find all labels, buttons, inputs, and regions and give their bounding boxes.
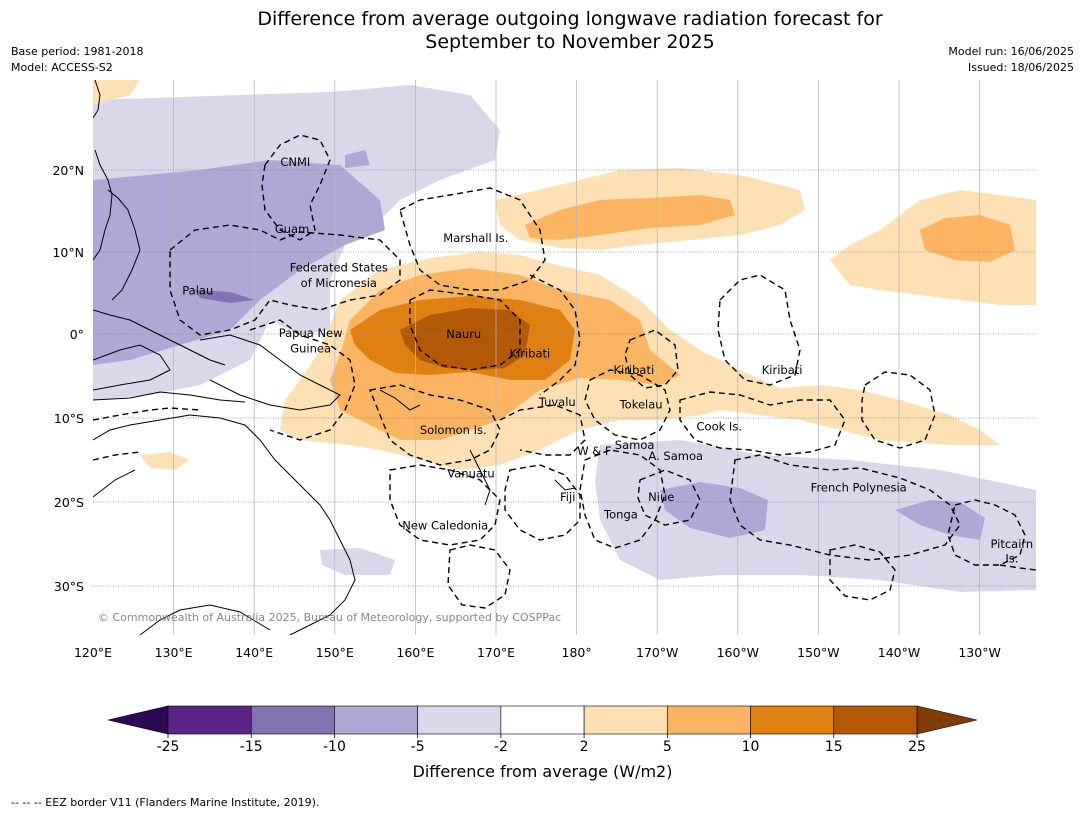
latitude-label: 0° (70, 327, 84, 342)
place-label: Kiribati (762, 363, 803, 377)
longitude-label: 170°W (636, 645, 678, 660)
place-label: Fiji (560, 490, 575, 504)
colorbar-tick-label: 2 (580, 739, 589, 755)
latitude-label: 10°S (54, 411, 84, 426)
longitude-label: 140°E (235, 645, 273, 660)
place-label: Guam (275, 222, 309, 236)
title-line-2: September to November 2025 (425, 31, 715, 53)
model-run: Model run: 16/06/2025 (948, 45, 1074, 58)
anomaly-area-neg10 (93, 160, 385, 365)
meta-left: Base period: 1981-2018 Model: ACCESS-S2 (11, 44, 143, 76)
anomaly-area-pos5-east (920, 215, 1015, 262)
chart-title: Difference from average outgoing longwav… (0, 8, 1085, 54)
colorbar-segment (667, 705, 751, 735)
anomaly-area-pos2-nw (93, 80, 140, 105)
longitude-label: 150°E (316, 645, 354, 660)
colorbar-tick-label: 15 (825, 739, 843, 755)
colorbar-segment (583, 705, 668, 735)
meta-right: Model run: 16/06/2025 Issued: 18/06/2025 (948, 44, 1074, 76)
copyright-notice: © Commonwealth of Australia 2025, Bureau… (98, 611, 561, 624)
place-label: Samoa (615, 438, 655, 452)
colorbar-tick-label: 5 (663, 739, 672, 755)
graticule (93, 80, 1036, 635)
eez-borders (93, 134, 1036, 609)
longitude-label: 160°E (396, 645, 434, 660)
place-label: Cook Is. (697, 419, 742, 433)
longitude-label: 130°E (155, 645, 193, 660)
place-label: French Polynesia (811, 481, 907, 495)
place-label: Kiribati (613, 363, 654, 377)
anomaly-area-pos2-w (140, 452, 190, 470)
colorbar-tick-label: -15 (240, 739, 263, 755)
colorbar-tick-label: 10 (742, 739, 760, 755)
colorbar-tick-label: -10 (323, 739, 346, 755)
title-line-1: Difference from average outgoing longwav… (257, 8, 883, 30)
colorbar-segment (250, 705, 335, 735)
colorbar-tick-label: -25 (157, 739, 180, 755)
longitude-labels: 120°E 130°E 140°E 150°E 160°E 170°E 180° 170°W 1… (74, 645, 1001, 660)
longitude-label: 130°W (958, 645, 1000, 660)
place-label: New Caledonia (402, 519, 488, 533)
anomaly-area-neg5-south (595, 440, 1036, 592)
base-period: Base period: 1981-2018 (11, 45, 144, 58)
colorbar-over-arrow (916, 705, 978, 735)
latitude-label: 10°N (52, 245, 84, 260)
longitude-label: 140°W (878, 645, 920, 660)
colorbar-label: Difference from average (W/m2) (412, 762, 673, 781)
place-label: Papua New (279, 326, 343, 340)
longitude-label: 180° (562, 645, 592, 660)
colorbar: -25 -15 -10 -5 -2 2 5 10 15 25 (107, 705, 978, 755)
place-label: Is. (1005, 551, 1018, 565)
anomaly-area-pos5-north (525, 195, 735, 240)
place-label: Solomon Is. (420, 423, 487, 437)
place-label: A. Samoa (648, 449, 703, 463)
place-label: Federated States (290, 261, 388, 275)
latitude-label: 20°N (52, 163, 84, 178)
anomaly-area-neg10-south (660, 482, 768, 538)
colorbar-under-arrow (107, 705, 169, 735)
eez-legend: -- -- -- EEZ border V11 (Flanders Marine… (11, 796, 320, 809)
colorbar-segment (500, 705, 585, 735)
place-label: Guinea (290, 341, 331, 355)
longitude-label: 150°W (797, 645, 839, 660)
anomaly-area-neg10-b (345, 150, 370, 168)
place-label: Marshall Is. (443, 231, 508, 245)
anomaly-area-neg10-east (895, 500, 985, 540)
colorbar-tick-label: -5 (411, 739, 425, 755)
place-label: Tuvalu (538, 395, 576, 409)
place-label: Pitcairn (990, 537, 1033, 551)
longitude-label: 160°W (717, 645, 759, 660)
place-label: Nauru (446, 327, 481, 341)
colorbar-segment (833, 705, 918, 735)
place-label: Niue (648, 490, 674, 504)
anomaly-area-pos15 (400, 308, 530, 370)
place-label: Palau (182, 284, 213, 298)
place-label: of Micronesia (301, 276, 377, 290)
issued-date: Issued: 18/06/2025 (967, 61, 1074, 74)
coastlines (93, 80, 576, 635)
anomaly-area-neg15 (195, 290, 255, 303)
place-label: W & F (577, 444, 611, 458)
place-label: Kiribati (509, 346, 550, 360)
colorbar-tick-label: 25 (908, 739, 926, 755)
anomaly-area-neg5-sw (320, 548, 395, 575)
latitude-label: 20°S (54, 495, 84, 510)
place-label: CNMI (280, 155, 310, 169)
colorbar-tick-label: -2 (494, 739, 508, 755)
place-label: Vanuatu (447, 466, 494, 480)
colorbar-segment (417, 705, 502, 735)
latitude-label: 30°S (54, 579, 84, 594)
place-label: Tokelau (619, 398, 663, 412)
place-label: Tonga (603, 508, 638, 522)
longitude-label: 120°E (74, 645, 112, 660)
colorbar-segment (167, 705, 252, 735)
model-name: Model: ACCESS-S2 (11, 61, 113, 74)
latitude-labels: 20°N 10°N 0° 10°S 20°S 30°S (52, 163, 84, 594)
colorbar-segment (750, 705, 835, 735)
colorbar-segment (334, 705, 418, 735)
longitude-label: 170°E (477, 645, 515, 660)
